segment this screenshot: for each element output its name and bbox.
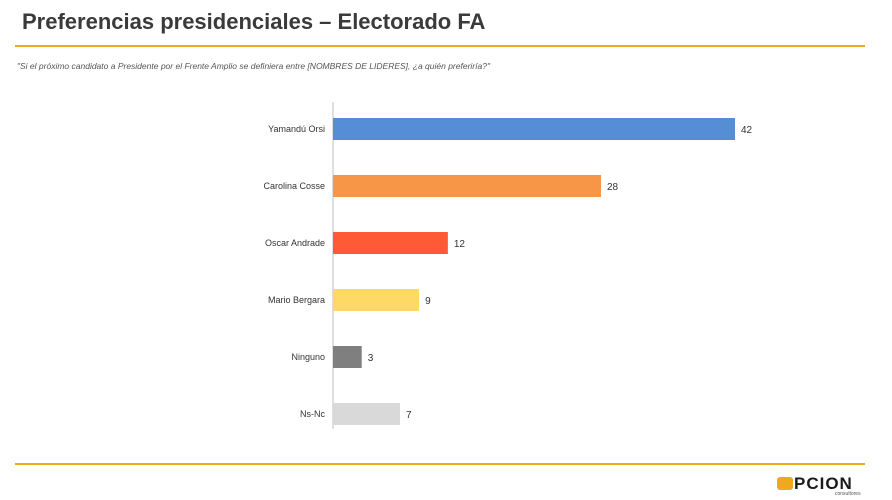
value-label-1: 28 [607,182,619,193]
value-label-5: 7 [406,410,412,421]
survey-question: "Si el próximo candidato a Presidente po… [17,61,490,71]
value-label-3: 9 [425,296,431,307]
bottom-divider [15,463,865,465]
bar-5 [333,403,400,425]
bar-0 [333,118,735,140]
bar-2 [333,232,448,254]
category-label-5: Ns-Nc [300,409,325,419]
category-label-3: Mario Bergara [268,295,325,305]
bar-4 [333,346,362,368]
logo-subtitle: consultores [835,491,861,497]
bar-1 [333,175,601,197]
value-label-4: 3 [368,353,374,364]
category-label-2: Oscar Andrade [265,238,325,248]
category-label-4: Ninguno [291,352,325,362]
top-divider [15,45,865,47]
bar-3 [333,289,420,311]
page-title: Preferencias presidenciales – Electorado… [22,9,486,34]
value-label-0: 42 [741,125,753,136]
company-logo: PCION consultores [777,474,877,497]
category-label-1: Carolina Cosse [263,181,325,191]
logo-o-icon [777,477,793,490]
value-label-2: 12 [454,239,466,250]
logo-wordmark: PCION [777,474,853,494]
category-label-0: Yamandú Orsi [268,124,325,134]
